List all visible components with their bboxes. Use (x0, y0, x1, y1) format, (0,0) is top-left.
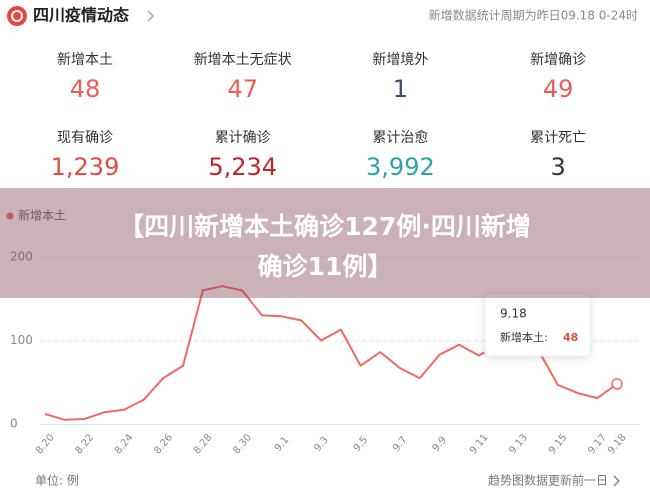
stats-grid: 新增本土 48 新增本土无症状 47 新增境外 1 新增确诊 49 现有确诊 1,239 累计确诊 5… (51, 52, 586, 181)
legend-dot (6, 212, 14, 220)
stat-value: 3,992 (366, 153, 435, 181)
banner-line: 确诊11例】 (258, 252, 393, 281)
stat-label: 现有确诊 (57, 130, 113, 146)
header-note: 新增数据统计周期为昨日09.18 0-24时 (429, 8, 638, 23)
highlight-point (611, 378, 623, 390)
stat-value: 1 (393, 75, 408, 103)
stat-label: 累计确诊 (215, 130, 271, 146)
unit-note: 单位: 例 (35, 473, 79, 488)
footer-link[interactable]: 趋势图数据更新前一日 (488, 473, 608, 488)
tooltip-value: 48 (563, 331, 578, 344)
y-tick-label: 100 (10, 333, 33, 347)
banner-line: 【四川新增本土确诊127例·四川新增 (119, 212, 531, 241)
stat-value: 1,239 (51, 153, 120, 181)
stat-label: 新增本土 (57, 52, 113, 68)
chart: 新增本土01002008.208.228.248.268.288.309.19.… (6, 208, 640, 456)
legend-label: 新增本土 (18, 208, 66, 223)
banner-bg (0, 188, 650, 298)
stat-value: 5,234 (208, 153, 277, 181)
stat-value: 47 (227, 75, 258, 103)
stat-value: 3 (550, 153, 565, 181)
tooltip-box (484, 293, 591, 357)
footer-arrow (613, 475, 621, 487)
y-tick-label: 200 (10, 250, 33, 264)
logo (7, 6, 27, 26)
stat-label: 累计死亡 (530, 130, 586, 146)
y-tick-label: 0 (10, 417, 18, 431)
stat-label: 新增境外 (372, 52, 428, 68)
header-arrow (147, 10, 155, 22)
stat-value: 48 (70, 75, 101, 103)
tooltip-date: 9.18 (500, 307, 527, 321)
header-title[interactable]: 四川疫情动态 (33, 6, 129, 25)
stat-label: 新增本土无症状 (194, 52, 292, 68)
logo-mark (11, 10, 23, 22)
tooltip-label: 新增本土: (500, 330, 548, 344)
stat-label: 新增确诊 (530, 52, 586, 68)
stat-value: 49 (543, 75, 574, 103)
stat-label: 累计治愈 (372, 130, 428, 146)
